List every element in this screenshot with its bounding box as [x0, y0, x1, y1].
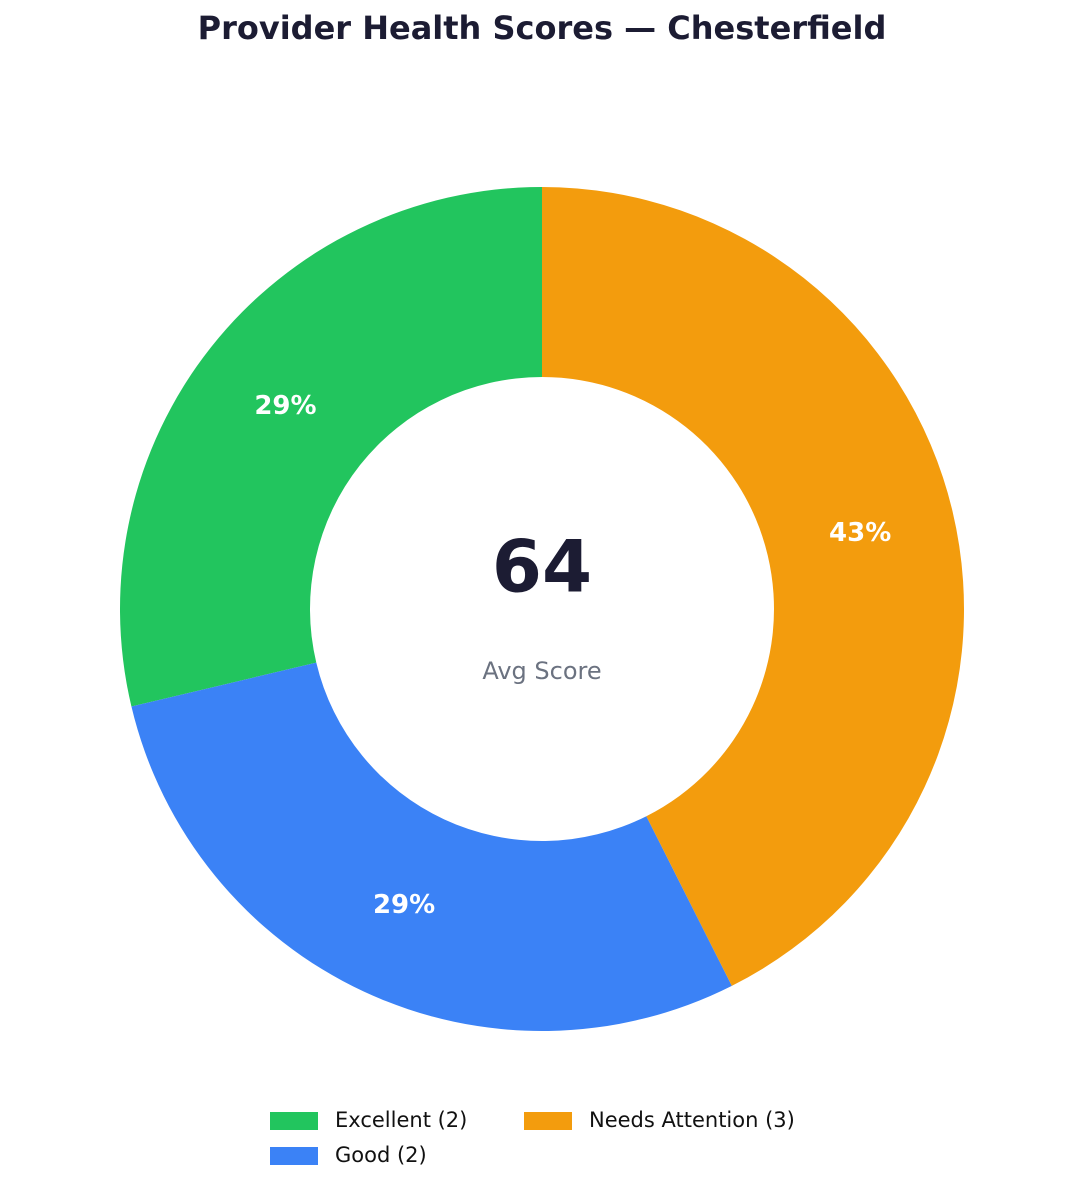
- legend-label: Needs Attention (3): [589, 1108, 795, 1132]
- chart-title: Provider Health Scores — Chesterfield: [198, 9, 887, 47]
- wedge: [131, 662, 732, 1032]
- wedge: [542, 187, 965, 986]
- center-label: Avg Score: [482, 657, 601, 685]
- value-label: 29%: [254, 391, 316, 421]
- legend-swatch: [270, 1112, 318, 1130]
- center-value: 64: [492, 525, 592, 609]
- legend-label: Excellent (2): [335, 1108, 467, 1132]
- value-label: 29%: [373, 890, 435, 920]
- value-label: 43%: [829, 518, 891, 548]
- legend-swatch: [524, 1112, 572, 1130]
- wedge: [119, 187, 542, 707]
- legend-swatch: [270, 1147, 318, 1165]
- legend-label: Good (2): [335, 1143, 427, 1167]
